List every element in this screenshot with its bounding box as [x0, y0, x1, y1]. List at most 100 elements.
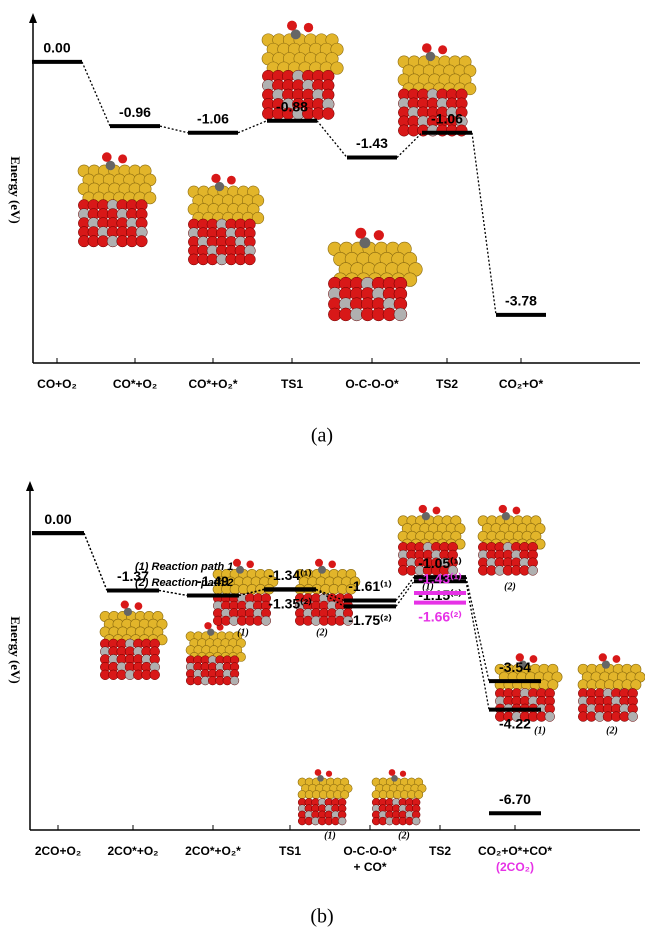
- o-atom: [102, 152, 112, 162]
- x-tick-label: 2CO+O₂: [35, 844, 81, 858]
- c-atom: [236, 566, 244, 574]
- c-atom: [359, 237, 370, 248]
- legend-entry: (1) Reaction path 1: [135, 561, 233, 573]
- value-label: -0.88: [276, 98, 308, 114]
- o-atom: [422, 43, 432, 53]
- gray-atom: [261, 616, 271, 626]
- o-atom: [513, 507, 521, 515]
- axis-arrow: [26, 481, 34, 491]
- connector: [466, 577, 489, 681]
- connector: [160, 126, 188, 133]
- o-atom: [613, 655, 621, 663]
- x-tick-label: TS2: [436, 377, 458, 391]
- structure-image: [328, 228, 422, 321]
- value-label: -1.06: [197, 110, 229, 126]
- figure-caption: (a): [311, 425, 333, 447]
- x-tick-label: 2CO*+O₂*: [185, 844, 241, 858]
- gold-atom: [341, 790, 349, 798]
- value-label: 0.00: [43, 40, 70, 56]
- gray-atom: [338, 817, 346, 825]
- gold-atom: [415, 790, 423, 798]
- x-tick-sublabel: (2CO₂): [496, 860, 534, 874]
- red-atom: [322, 108, 334, 120]
- x-tick-label: 2CO*+O₂: [107, 844, 158, 858]
- value-label: 0.00: [44, 511, 71, 527]
- connector: [397, 133, 422, 158]
- structure-caption: (2): [398, 830, 410, 841]
- c-atom: [426, 52, 436, 62]
- structure-caption: (2): [606, 725, 618, 736]
- o-atom: [400, 771, 406, 777]
- o-atom: [326, 771, 332, 777]
- connector: [466, 581, 489, 709]
- figure-caption: (b): [310, 906, 333, 928]
- o-atom: [389, 769, 396, 776]
- structure-image: [298, 769, 352, 825]
- y-axis-label: Energy (eV): [8, 616, 23, 684]
- value-label: -1.05⁽¹⁾: [418, 555, 461, 571]
- connector: [82, 62, 110, 126]
- structure-caption: (1): [237, 627, 249, 638]
- o-atom: [433, 507, 441, 515]
- red-atom: [244, 254, 255, 265]
- gray-atom: [412, 817, 420, 825]
- c-atom: [391, 775, 398, 782]
- o-atom: [499, 505, 507, 513]
- gray-atom: [394, 308, 407, 321]
- c-atom: [422, 512, 430, 520]
- value-label: -3.54: [499, 659, 531, 675]
- value-label: -4.22: [499, 715, 531, 731]
- value-label: -1.43: [356, 135, 388, 151]
- o-atom: [211, 174, 220, 183]
- value-label: -1.75⁽²⁾: [348, 612, 391, 628]
- o-atom: [315, 559, 323, 567]
- x-tick-label: O-C-O-O*: [343, 844, 397, 858]
- o-atom: [355, 228, 366, 239]
- connector: [317, 121, 347, 158]
- gray-atom: [230, 676, 239, 685]
- value-label: -1.35⁽²⁾: [268, 595, 311, 611]
- o-atom: [304, 23, 313, 32]
- x-tick-sublabel: + CO*: [353, 860, 386, 874]
- value-label: -1.43⁽¹⁾: [418, 571, 461, 587]
- structure-image: [100, 600, 167, 679]
- o-atom: [204, 622, 211, 629]
- connector: [472, 133, 496, 315]
- gray-atom: [545, 712, 555, 722]
- c-atom: [317, 775, 324, 782]
- o-atom: [599, 653, 607, 661]
- c-atom: [207, 629, 214, 636]
- structure-caption: (1): [534, 725, 546, 736]
- y-axis-label: Energy (eV): [8, 156, 23, 224]
- o-atom: [233, 559, 241, 567]
- x-tick-label: O-C-O-O*: [345, 377, 399, 391]
- c-atom: [502, 512, 510, 520]
- gray-atom: [628, 712, 638, 722]
- x-tick-label: TS1: [279, 844, 301, 858]
- connector: [159, 590, 187, 595]
- o-atom: [118, 154, 127, 163]
- o-atom: [121, 600, 129, 608]
- x-tick-label: TS1: [281, 377, 303, 391]
- x-tick-label: CO+O₂: [37, 377, 77, 391]
- structure-caption: (2): [504, 581, 516, 592]
- connector: [238, 121, 267, 133]
- o-atom: [227, 176, 236, 185]
- value-label: -1.06: [431, 110, 463, 126]
- structure-image: [78, 152, 156, 247]
- c-atom: [318, 566, 326, 574]
- value-label: -3.78: [505, 293, 537, 309]
- c-atom: [124, 608, 132, 616]
- value-label: -1.61⁽¹⁾: [348, 578, 391, 594]
- o-atom: [135, 602, 143, 610]
- c-atom: [106, 161, 116, 171]
- x-tick-label: CO*+O₂: [113, 377, 157, 391]
- structure-image: [478, 505, 545, 576]
- o-atom: [328, 561, 336, 569]
- c-atom: [215, 182, 224, 191]
- o-atom: [287, 21, 297, 31]
- gray-atom: [528, 566, 538, 576]
- value-label: -1.34⁽¹⁾: [268, 567, 311, 583]
- x-tick-label: CO*+O₂*: [188, 377, 237, 391]
- value-label: -1.66⁽²⁾: [418, 608, 461, 624]
